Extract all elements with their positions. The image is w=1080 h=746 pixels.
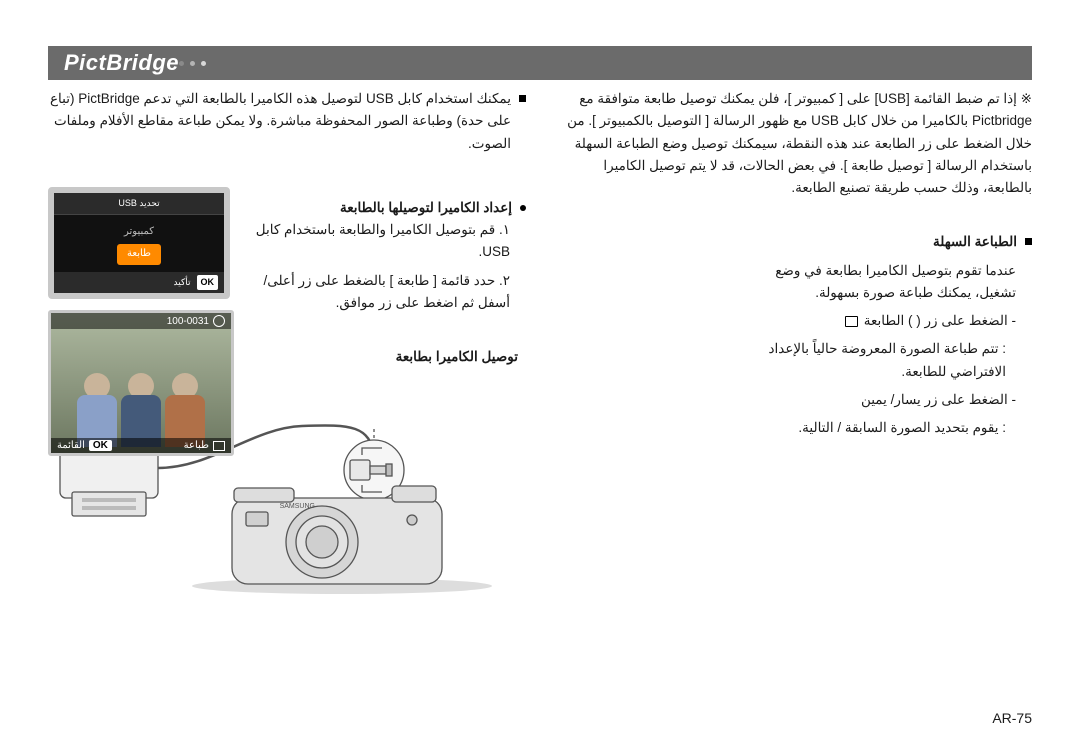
square-bullet-icon xyxy=(519,95,526,102)
press-print-line: - الضغط على زر ( ) الطابعة xyxy=(754,310,1032,332)
press-lr-line: - الضغط على زر يسار/ يمين xyxy=(754,389,1032,411)
easy-print-intro: عندما تقوم بتوصيل الكاميرا بطابعة في وضع… xyxy=(754,260,1032,305)
setup-step-1: ١. قم بتوصيل الكاميرا والطابعة باستخدام … xyxy=(246,219,510,264)
print-icon xyxy=(213,441,225,451)
lcd-header: تحديد USB xyxy=(54,193,224,215)
lcd-ok-icon: OK xyxy=(197,275,219,290)
photo-preview: 100-0031 طباعة OK القائمة xyxy=(48,310,234,456)
photo-bottom-bar: طباعة OK القائمة xyxy=(51,438,231,453)
left-column: ※ إذا تم ضبط القائمة [USB] على [ كمبيوتر… xyxy=(554,88,1032,690)
camera-icon: SAMSUNG xyxy=(232,486,442,584)
lcd-menu-item-printer: طابعة xyxy=(117,244,161,265)
press-print-desc: : تتم طباعة الصورة المعروضة حالياً بالإع… xyxy=(754,338,1032,383)
page-title: PictBridge xyxy=(64,50,179,76)
press-lr-desc: : يقوم بتحديد الصورة السابقة / التالية. xyxy=(754,417,1032,439)
page-number: AR-75 xyxy=(992,710,1032,726)
setup-step-2: ٢. حدد قائمة [ طابعة ] بالضغط على زر أعل… xyxy=(246,270,510,315)
lcd-footer: OK تأكيد xyxy=(54,272,224,293)
printer-icon xyxy=(845,316,858,327)
svg-text:SAMSUNG: SAMSUNG xyxy=(280,503,315,510)
easy-print-heading: الطباعة السهلة xyxy=(754,231,1032,259)
main-bullet: يمكنك استخدام كابل USB لتوصيل هذه الكامي… xyxy=(48,88,526,161)
photo-menu-label: القائمة xyxy=(57,440,85,451)
lcd-menu-item-computer: كمبيوتر xyxy=(114,222,164,243)
lcd-footer-label: تأكيد xyxy=(174,275,191,290)
photo-top-bar: 100-0031 xyxy=(51,313,231,329)
ok-icon: OK xyxy=(89,440,112,451)
bullet-dot-icon xyxy=(520,205,526,211)
square-bullet-icon xyxy=(1025,238,1032,245)
main-bullet-text: يمكنك استخدام كابل USB لتوصيل هذه الكامي… xyxy=(48,88,511,155)
review-icon xyxy=(213,315,225,327)
lcd-screenshot: تحديد USB كمبيوتر طابعة OK تأكيد xyxy=(48,183,230,299)
photo-counter: 100-0031 xyxy=(167,316,209,327)
photo-print-label: طباعة xyxy=(184,440,209,451)
title-bar: PictBridge xyxy=(48,46,1032,80)
star-note: ※ إذا تم ضبط القائمة [USB] على [ كمبيوتر… xyxy=(554,88,1032,199)
setup-heading: إعداد الكاميرا لتوصيلها بالطابعة xyxy=(246,197,526,219)
